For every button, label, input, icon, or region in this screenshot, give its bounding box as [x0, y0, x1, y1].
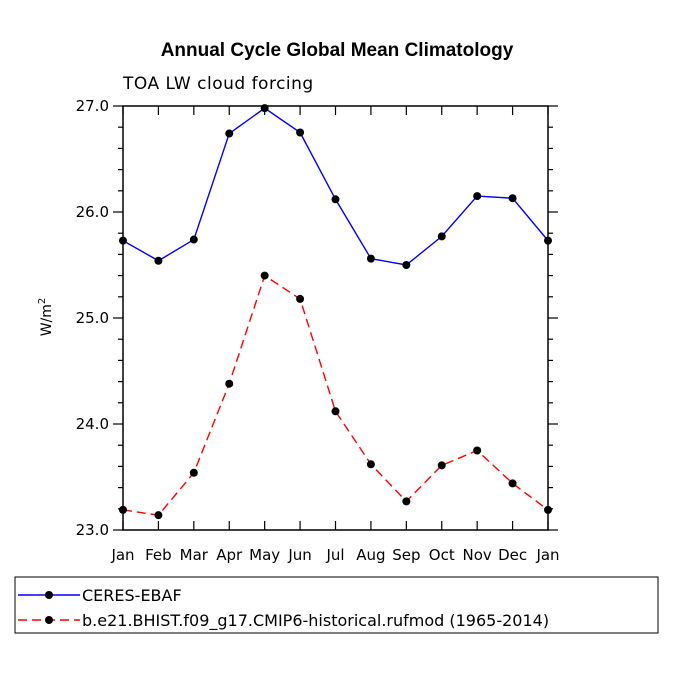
x-tick-label: Sep	[392, 546, 420, 564]
legend-box	[14, 576, 659, 634]
y-tick-label: 26.0	[76, 203, 109, 221]
chart-title: Annual Cycle Global Mean Climatology	[161, 40, 514, 61]
legend-label: b.e21.BHIST.f09_g17.CMIP6-historical.ruf…	[82, 611, 549, 631]
legend-marker	[45, 616, 53, 624]
series-line	[122, 274, 549, 516]
legend-item: b.e21.BHIST.f09_g17.CMIP6-historical.ruf…	[18, 611, 549, 631]
data-point	[331, 407, 340, 416]
x-tick-label: Dec	[498, 546, 527, 564]
data-point	[119, 236, 127, 245]
data-point	[331, 195, 340, 204]
data-point	[402, 261, 411, 269]
data-point	[473, 192, 482, 201]
legend-label: CERES-EBAF	[82, 586, 182, 605]
data-point	[154, 256, 163, 265]
y-tick-label: 25.0	[76, 309, 109, 327]
data-point	[119, 505, 127, 514]
data-point	[437, 461, 446, 470]
series-1	[119, 104, 552, 269]
x-tick-label: Mar	[180, 546, 209, 564]
data-point	[296, 294, 305, 303]
x-tick-labels: Jan Feb Mar Apr May Jun Jul Aug Sep Oct Nov Dec Jan	[110, 546, 559, 564]
x-tick-label: Aug	[356, 546, 385, 564]
x-tick-label: Jan	[535, 546, 559, 564]
data-point	[508, 479, 517, 488]
x-tick-label: Jun	[287, 546, 311, 564]
legend-marker	[45, 591, 53, 599]
x-tick-label: Jan	[110, 546, 134, 564]
y-tick-labels: 23.0 24.0 25.0 26.0 27.0	[76, 97, 109, 539]
axis-ticks	[113, 105, 558, 531]
data-point	[225, 379, 234, 388]
x-tick-label: Feb	[145, 546, 172, 564]
data-point	[366, 460, 375, 469]
data-point	[473, 446, 482, 455]
data-point	[508, 194, 517, 203]
chart-subtitle: TOA LW cloud forcing	[122, 74, 314, 94]
y-axis-label-text: W/m	[39, 304, 55, 336]
data-point	[225, 129, 234, 138]
x-tick-label: Apr	[216, 546, 243, 564]
data-point	[189, 235, 198, 244]
x-tick-label: Oct	[429, 546, 455, 564]
data-point	[437, 232, 446, 241]
x-tick-label: Nov	[463, 546, 492, 564]
data-point	[189, 468, 198, 477]
y-tick-label: 24.0	[76, 415, 109, 433]
y-axis-label-superscript: 2	[37, 298, 48, 304]
y-tick-label: 27.0	[76, 97, 109, 115]
svg-text:W/m2: W/m2	[37, 298, 55, 337]
data-point	[260, 104, 269, 113]
series-layer	[119, 104, 552, 520]
plot-frame	[122, 105, 549, 531]
data-point	[154, 511, 163, 520]
data-point	[544, 505, 552, 514]
x-tick-label: Jul	[325, 546, 344, 564]
data-point	[296, 128, 305, 137]
data-point	[544, 236, 552, 245]
y-tick-label: 23.0	[76, 521, 109, 539]
series-2	[119, 271, 552, 520]
y-axis-label: W/m2	[37, 298, 55, 337]
data-point	[260, 271, 269, 280]
series-line	[122, 107, 549, 266]
legend: CERES-EBAF b.e21.BHIST.f09_g17.CMIP6-hist…	[18, 586, 549, 631]
data-point	[402, 497, 411, 506]
x-tick-label: May	[249, 546, 280, 564]
data-point	[366, 254, 375, 263]
legend-item: CERES-EBAF	[18, 586, 182, 605]
